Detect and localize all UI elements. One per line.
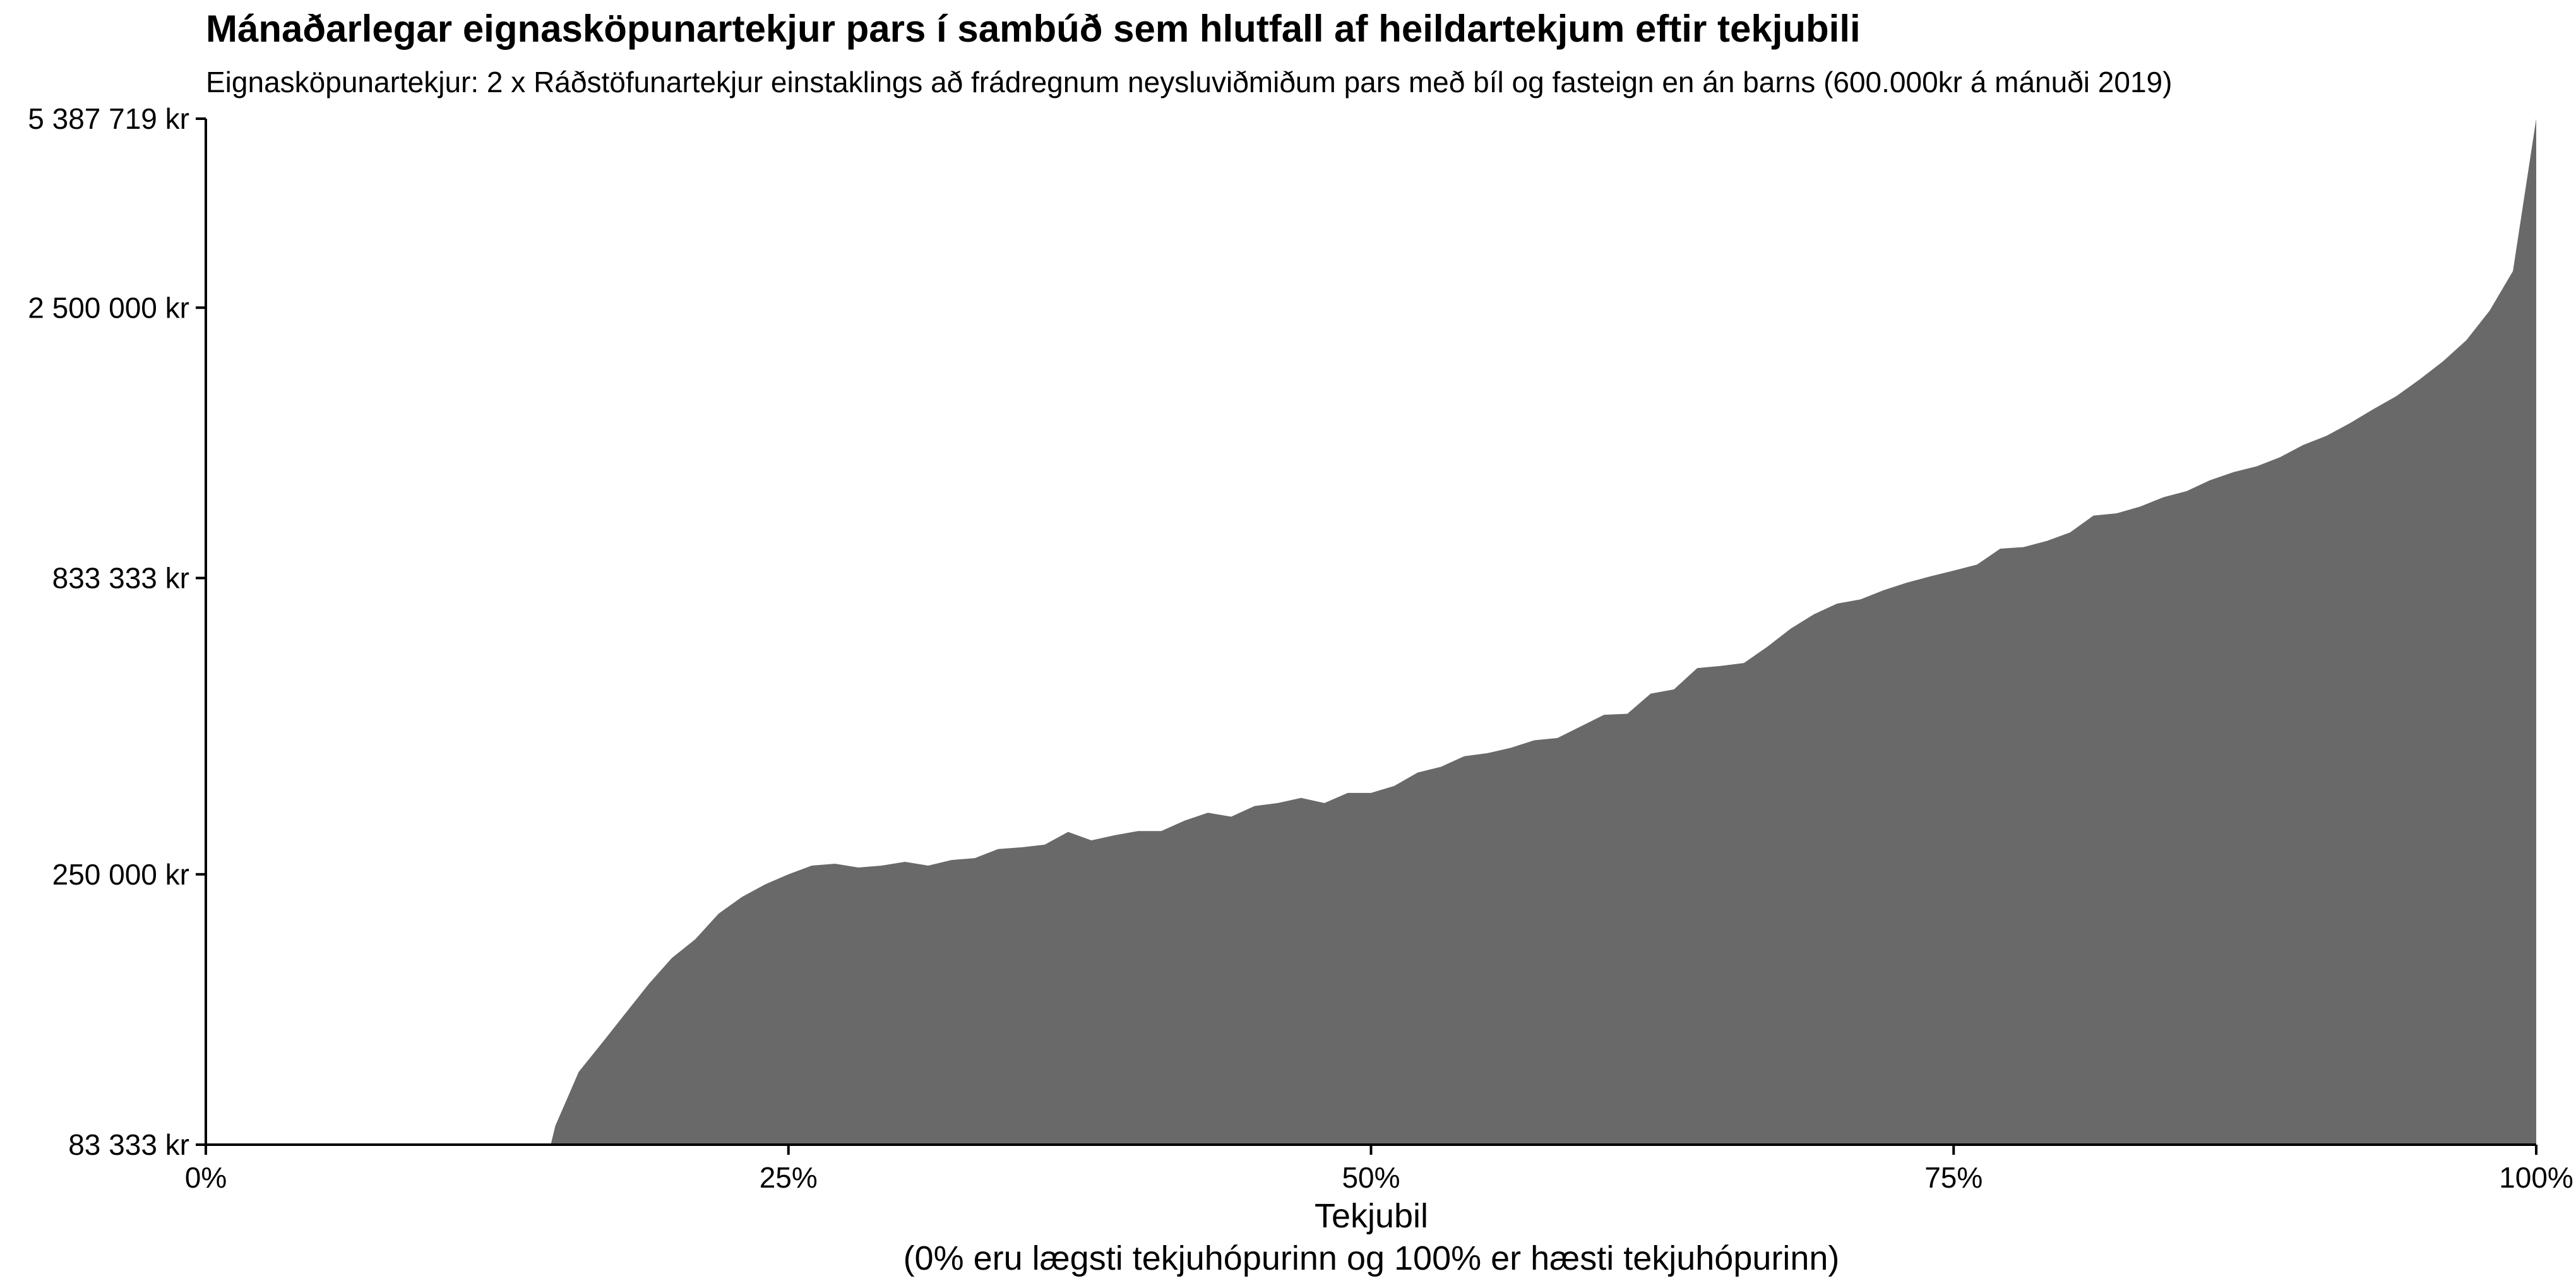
area-series-eignaskopunartekjur xyxy=(206,119,2536,1145)
chart-subtitle: Eignasköpunartekjur: 2 x Ráðstöfunartekj… xyxy=(206,66,2172,98)
y-axis-ticks: 83 333 kr 250 000 kr 833 333 kr 2 500 000 k… xyxy=(28,102,206,1161)
y-tick-label: 2 500 000 kr xyxy=(28,291,189,324)
y-tick-label: 83 333 kr xyxy=(68,1128,189,1161)
x-tick-label: 25% xyxy=(760,1161,818,1194)
x-tick-label: 0% xyxy=(185,1161,227,1194)
x-tick-label: 100% xyxy=(2499,1161,2573,1194)
x-axis-ticks: 0% 25% 50% 75% 100% xyxy=(185,1145,2573,1194)
x-tick-label: 75% xyxy=(1924,1161,1983,1194)
y-tick-label: 250 000 kr xyxy=(52,858,189,891)
y-tick-label: 833 333 kr xyxy=(52,562,189,595)
chart-title: Mánaðarlegar eignasköpunartekjur pars í … xyxy=(206,8,1861,50)
y-tick-label: 5 387 719 kr xyxy=(28,102,189,135)
x-tick-label: 50% xyxy=(1342,1161,1400,1194)
x-axis-note: (0% eru lægsti tekjuhópurinn og 100% er … xyxy=(903,1239,1840,1277)
x-axis-title: Tekjubil xyxy=(1315,1197,1428,1235)
